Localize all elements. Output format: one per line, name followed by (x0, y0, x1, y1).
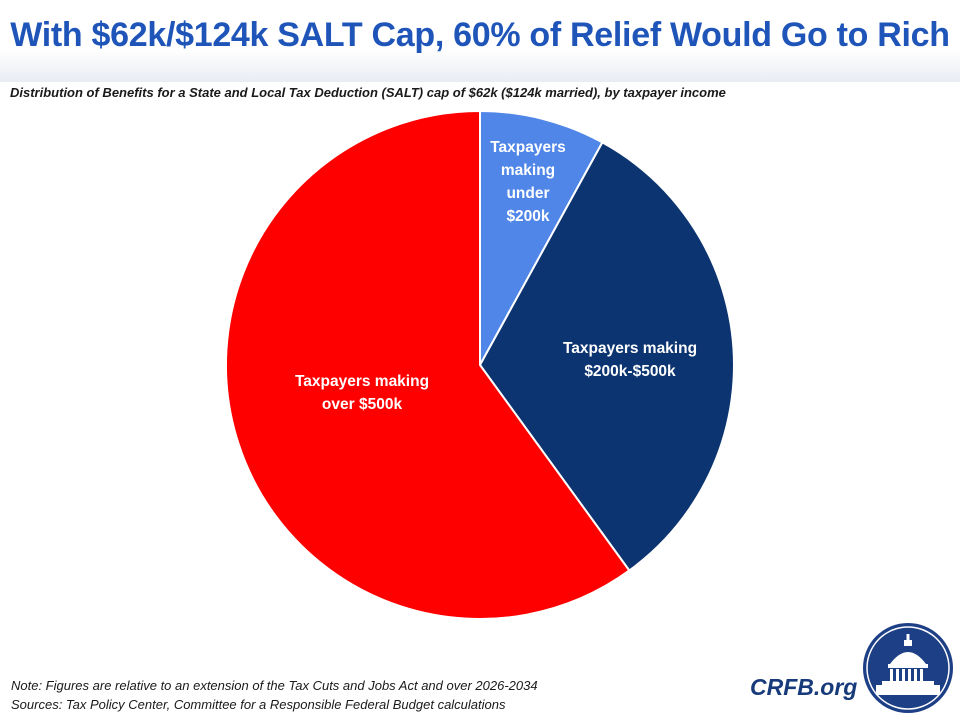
slice-label-line: $200k (506, 208, 550, 225)
slice-label-line: making (500, 162, 556, 179)
slice-label-line: Taxpayers making (562, 340, 698, 357)
pie-slice-2 (225, 109, 631, 620)
chart-subtitle: Distribution of Benefits for a State and… (10, 85, 726, 100)
footnote-note: Note: Figures are relative to an extensi… (11, 678, 538, 693)
footnote-sources: Sources: Tax Policy Center, Committee fo… (11, 697, 506, 712)
chart-title: With $62k/$124k SALT Cap, 60% of Relief … (10, 16, 950, 54)
slice-label-line: $200k-$500k (584, 363, 676, 380)
slice-label-line: over $500k (321, 396, 403, 413)
title-band (0, 0, 960, 82)
slice-label-line: Taxpayers making (294, 373, 430, 390)
slice-label-line: Taxpayers (490, 139, 566, 156)
slice-label-line: under (506, 185, 550, 202)
slice-label-200k-500k: Taxpayers making $200k-$500k (550, 337, 710, 383)
pie-slice-0 (479, 109, 604, 366)
slice-label-under-200k: Taxpayers making under $200k (478, 136, 578, 228)
brand-link[interactable]: CRFB.org (750, 674, 858, 700)
capitol-dome-logo (861, 621, 955, 715)
slice-label-over-500k: Taxpayers making over $500k (282, 370, 442, 416)
pie-slice-1 (478, 141, 735, 572)
